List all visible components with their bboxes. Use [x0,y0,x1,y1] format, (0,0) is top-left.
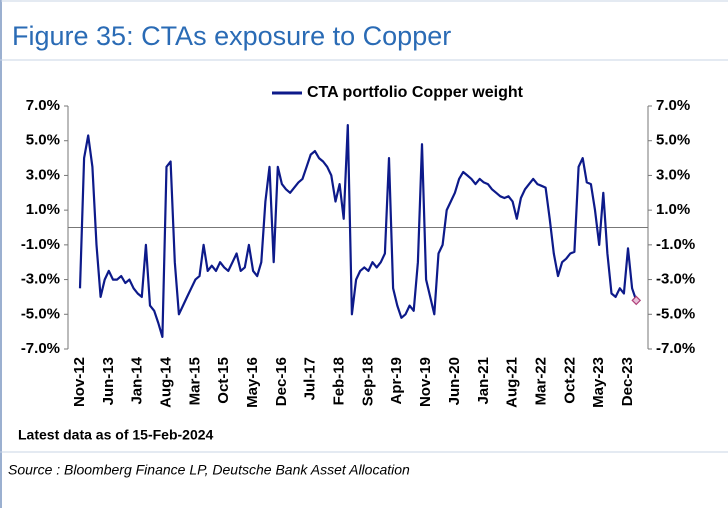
x-tick-label: Jan-14 [129,356,146,404]
y2-tick-label: 1.0% [656,201,690,218]
y2-tick-label: -7.0% [656,340,695,357]
x-tick-label: Jun-13 [100,357,117,405]
source: Source : Bloomberg Finance LP, Deutsche … [8,462,410,478]
y-tick-label: 5.0% [26,132,60,149]
x-tick-label: Oct-15 [215,357,232,404]
x-tick-label: Oct-22 [561,357,578,404]
y-tick-label: 7.0% [26,97,60,114]
y2-tick-label: 5.0% [656,132,690,149]
y2-tick-label: 7.0% [656,97,690,114]
x-tick-label: Jul-17 [302,357,319,400]
x-tick-label: Nov-19 [417,357,434,407]
y-tick-label: -7.0% [21,340,60,357]
last-point-marker [631,295,642,306]
x-tick-label: Aug-21 [504,357,521,408]
x-tick-label: Feb-18 [331,357,348,405]
y-tick-label: -3.0% [21,271,60,288]
y2-tick-label: -3.0% [656,271,695,288]
x-tick-label: Apr-19 [388,357,405,405]
y-tick-label: 3.0% [26,166,60,183]
x-tick-label: Mar-15 [186,357,203,405]
chart-title: Figure 35: CTAs exposure to Copper [12,21,451,51]
x-tick-label: May-23 [590,357,607,408]
x-tick-label: Nov-12 [71,357,88,407]
x-tick-label: Sep-18 [359,357,376,406]
y-tick-label: 1.0% [26,201,60,218]
y2-tick-label: 3.0% [656,166,690,183]
x-tick-label: Dec-16 [273,357,290,406]
x-tick-label: Dec-23 [619,357,636,406]
x-tick-label: Jun-20 [446,357,463,405]
series-line [78,124,638,338]
y-tick-label: -5.0% [21,305,60,322]
x-tick-label: Mar-22 [532,357,549,405]
y-tick-label: -1.0% [21,236,60,253]
x-tick-label: Aug-14 [157,356,174,407]
y2-tick-label: -1.0% [656,236,695,253]
legend-label: CTA portfolio Copper weight [307,84,524,101]
x-tick-label: Jan-21 [475,357,492,405]
x-tick-label: May-16 [244,357,261,408]
y2-tick-label: -5.0% [656,305,695,322]
annotation: Latest data as of 15-Feb-2024 [18,427,214,443]
